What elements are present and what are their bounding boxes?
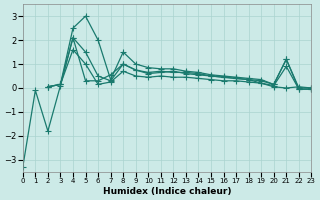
X-axis label: Humidex (Indice chaleur): Humidex (Indice chaleur) [103, 187, 231, 196]
